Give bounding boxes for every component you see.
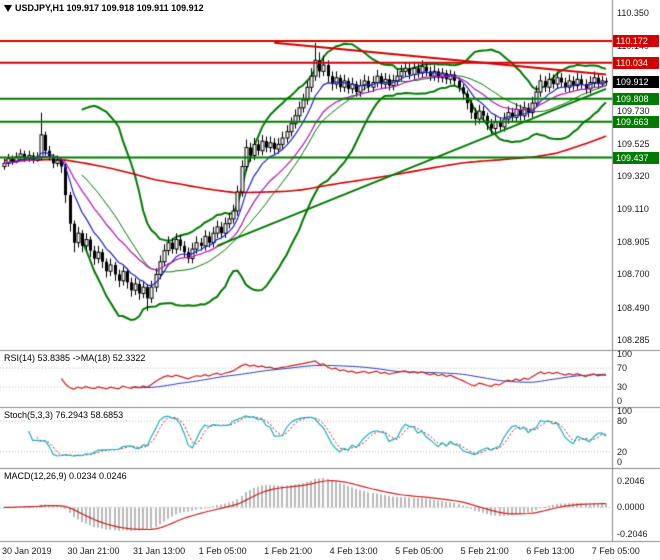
price-tick-label: 108.905 bbox=[617, 236, 650, 247]
stoch-indicator-label: Stoch(5,3,3) 76.2943 58.6853 bbox=[4, 410, 124, 420]
chart-title: USDJPY,H1 109.917 109.918 109.911 109.91… bbox=[4, 3, 204, 13]
time-axis-label: 4 Feb 13:00 bbox=[329, 546, 378, 556]
chart-shift-marker-icon bbox=[4, 5, 12, 13]
price-tick-label: 108.700 bbox=[617, 269, 650, 280]
price-tick-label: 109.320 bbox=[617, 171, 650, 182]
price-level-badge: 110.172 bbox=[613, 34, 659, 47]
price-axis[interactable]: 110.350110.140109.730109.525109.320109.1… bbox=[612, 0, 660, 542]
time-axis-label: 30 Jan 2019 bbox=[2, 546, 52, 556]
time-axis-label: 31 Jan 13:00 bbox=[133, 546, 186, 556]
time-axis[interactable]: 30 Jan 2019 30 Jan 21:00 31 Jan 13:00 1 Feb… bbox=[0, 542, 660, 560]
stoch-tick-label: 80 bbox=[617, 416, 628, 427]
rsi-tick-label: 100 bbox=[617, 349, 633, 359]
time-axis-label: 1 Feb 05:00 bbox=[198, 546, 247, 556]
price-tick-label: 108.285 bbox=[617, 335, 650, 346]
price-level-badge: 110.034 bbox=[613, 56, 659, 69]
time-axis-label: 1 Feb 21:00 bbox=[264, 546, 313, 556]
price-level-badge: 109.808 bbox=[613, 92, 659, 105]
rsi-tick-label: 30 bbox=[617, 381, 628, 392]
stoch-tick-label: 100 bbox=[617, 406, 633, 416]
time-axis-label: 7 Feb 05:00 bbox=[591, 546, 640, 556]
macd-tick-label: 0.0000 bbox=[617, 502, 645, 513]
macd-tick-label: 0.2046 bbox=[617, 475, 645, 486]
price-tick-label: 109.730 bbox=[617, 106, 650, 117]
time-axis-label: 30 Jan 21:00 bbox=[67, 546, 120, 556]
price-level-badge: 109.663 bbox=[613, 115, 659, 128]
price-tick-label: 109.110 bbox=[617, 204, 649, 215]
time-axis-label: 5 Feb 05:00 bbox=[395, 546, 444, 556]
macd-tick-label: -0.2046 bbox=[617, 528, 648, 539]
time-axis-label: 6 Feb 13:00 bbox=[526, 546, 575, 556]
rsi-tick-label: 0 bbox=[617, 396, 623, 406]
price-tick-label: 108.490 bbox=[617, 302, 650, 313]
price-tick-label: 110.350 bbox=[617, 7, 649, 18]
current-price-badge: 109.912 bbox=[613, 76, 659, 89]
price-tick-label: 109.525 bbox=[617, 138, 650, 149]
price-level-badge: 109.437 bbox=[613, 151, 659, 164]
stoch-tick-label: 0 bbox=[617, 457, 623, 467]
rsi-tick-label: 70 bbox=[617, 363, 628, 374]
stoch-tick-label: 20 bbox=[617, 446, 628, 457]
macd-indicator-label: MACD(12,26,9) 0.0234 0.0246 bbox=[4, 471, 127, 481]
time-axis-label: 5 Feb 21:00 bbox=[460, 546, 509, 556]
chart-title-text: USDJPY,H1 109.917 109.918 109.911 109.91… bbox=[15, 3, 204, 13]
rsi-indicator-label: RSI(14) 53.8385 ->MA(18) 52.3322 bbox=[4, 353, 146, 363]
